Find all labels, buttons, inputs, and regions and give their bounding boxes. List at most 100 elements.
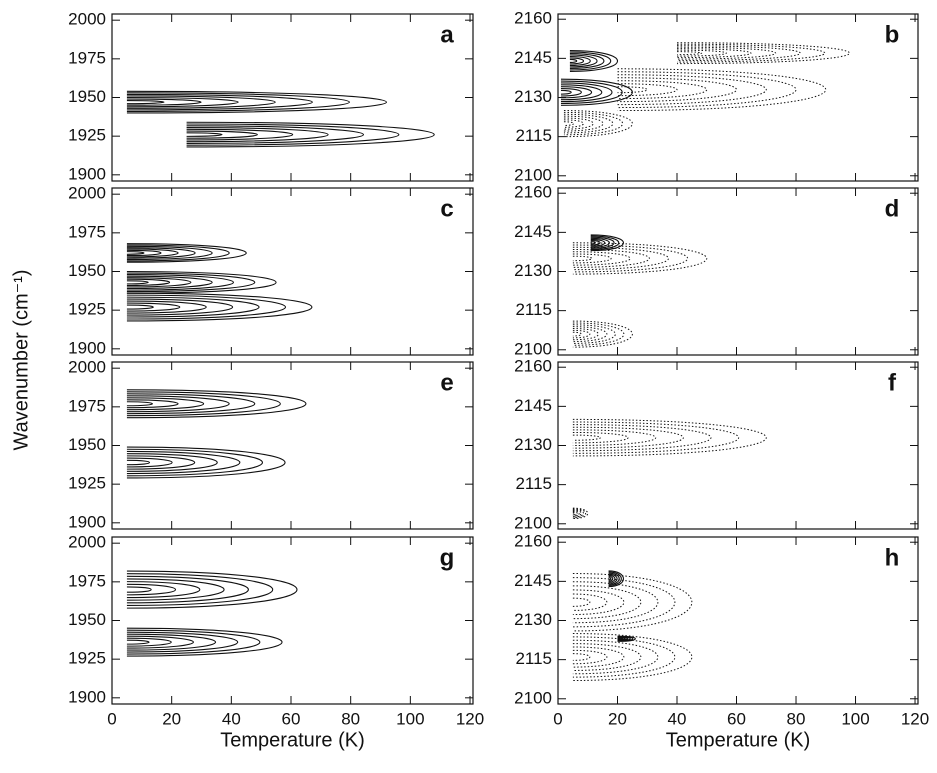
contour-line (126, 249, 162, 257)
contour-line (572, 244, 688, 273)
contour-line (677, 42, 851, 65)
contour-line (569, 54, 598, 68)
y-tick-label: 1950 (68, 87, 106, 106)
y-tick-label: 2160 (514, 357, 552, 376)
contour-line (126, 292, 313, 322)
contour-line (572, 246, 669, 271)
x-tick-label: 100 (396, 709, 424, 728)
contour-line (126, 298, 234, 316)
contour-line (590, 235, 620, 251)
contour-line (126, 296, 260, 318)
y-tick-label: 2145 (514, 396, 552, 415)
contour-line (560, 88, 582, 97)
contour-line (569, 55, 591, 66)
contour-line (590, 236, 615, 249)
contour-line (563, 119, 585, 128)
x-axis-label: Temperature (K) (666, 729, 811, 751)
y-tick-label: 2000 (68, 10, 106, 29)
y-tick-label: 1925 (68, 649, 106, 668)
y-tick-label: 2000 (68, 358, 106, 377)
contour-line (572, 512, 576, 515)
y-tick-label: 1975 (68, 48, 106, 67)
contour-line (572, 421, 740, 454)
contour-line (126, 294, 287, 320)
contour-line (126, 92, 350, 112)
panel-letter: d (885, 195, 900, 222)
y-tick-label: 1950 (68, 610, 106, 629)
x-tick-label: 100 (841, 709, 869, 728)
contour-line (126, 243, 247, 263)
contour-line (186, 128, 294, 141)
contour-line (186, 123, 400, 146)
y-tick-label: 2100 (514, 339, 552, 358)
contour-line (617, 635, 636, 642)
contour-line (126, 93, 313, 111)
contour-line (677, 46, 776, 60)
y-tick-label: 2160 (514, 9, 552, 28)
contour-line (572, 649, 608, 665)
y-tick-label: 1975 (68, 222, 106, 241)
panel-frame (111, 361, 474, 530)
contour-line (560, 84, 603, 101)
contour-line (126, 446, 286, 479)
contour-line (572, 322, 625, 346)
y-tick-label: 2115 (515, 649, 552, 668)
contour-line (677, 49, 727, 57)
x-tick-label: 40 (668, 709, 687, 728)
contour-line (563, 113, 614, 134)
contour-line (560, 89, 572, 95)
contour-line (126, 395, 230, 413)
contour-line (186, 130, 258, 139)
contour-line (608, 575, 614, 582)
x-tick-label: 0 (107, 709, 116, 728)
contour-line (126, 274, 235, 291)
contour-line (126, 448, 264, 477)
panel-letter: h (885, 544, 900, 571)
contour-line (572, 581, 659, 624)
contour-line (572, 324, 616, 344)
y-tick-label: 1900 (68, 338, 106, 357)
contour-line (126, 245, 213, 261)
contour-line (563, 110, 633, 138)
contour-line (569, 51, 612, 71)
contour-line (126, 401, 153, 407)
contour-line (572, 510, 580, 517)
contour-line (126, 277, 192, 288)
contour-line (126, 631, 239, 653)
contour-line (126, 280, 149, 285)
contour-line (608, 573, 618, 584)
y-tick-label: 2130 (514, 87, 552, 106)
x-tick-label: 60 (282, 709, 301, 728)
contour-line (126, 575, 249, 604)
y-tick-label: 1900 (68, 687, 106, 706)
y-tick-label: 1950 (68, 261, 106, 280)
y-tick-label: 1975 (68, 571, 106, 590)
contour-line (126, 455, 196, 470)
contour-line (126, 397, 204, 411)
contour-line (126, 581, 201, 599)
contour-line (572, 251, 631, 266)
contour-line (560, 86, 593, 99)
y-tick-label: 2115 (515, 126, 552, 145)
contour-line (126, 95, 276, 109)
contour-line (126, 639, 150, 645)
panel-letter: c (440, 195, 453, 222)
y-tick-label: 2100 (514, 513, 552, 532)
contour-line (126, 635, 194, 649)
contour-line (126, 300, 207, 314)
y-tick-label: 2130 (514, 435, 552, 454)
contour-line (572, 434, 601, 441)
contour-line (186, 121, 435, 148)
contour-line (608, 570, 624, 588)
panel-letter: g (440, 544, 455, 571)
contour-line (126, 578, 225, 601)
x-tick-label: 40 (222, 709, 241, 728)
contour-line (572, 507, 589, 520)
contour-line (617, 80, 708, 100)
contour-line (569, 52, 605, 69)
contour-line (572, 573, 693, 632)
y-tick-label: 2160 (514, 532, 552, 551)
contour-line (563, 115, 604, 132)
y-tick-label: 2160 (514, 183, 552, 202)
y-tick-label: 2100 (514, 165, 552, 184)
